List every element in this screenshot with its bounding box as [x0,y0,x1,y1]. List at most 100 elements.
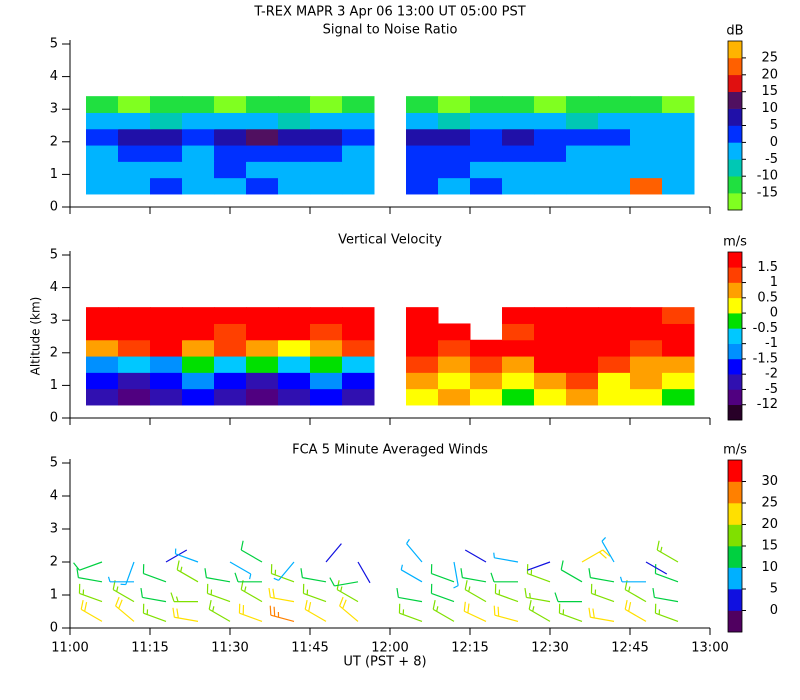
wind-barb [432,599,455,622]
wind-barb [588,607,615,622]
wind-barb [645,561,668,575]
heatmap-cell [630,339,663,357]
heatmap-cell [470,372,503,390]
wind-barb [273,561,295,581]
heatmap-cell [630,128,663,146]
wind-barb [339,596,359,622]
wind-barb [463,601,487,622]
y-tick-label: 4 [50,69,58,84]
heatmap-cell [86,356,119,373]
y-tick-label: 0 [50,621,58,636]
heatmap-cell [214,177,247,195]
heatmap-cell [502,372,535,390]
wind-barb [174,548,199,563]
x-tick-label: 12:00 [371,641,408,656]
heatmap-cell [630,307,663,324]
heatmap-cell [278,112,311,130]
heatmap-cell [406,128,439,146]
heatmap-cell [342,128,375,146]
wind-barb [528,599,551,622]
heatmap-cell [118,145,151,162]
heatmap-cell [438,128,471,146]
y-tick-label: 3 [50,313,58,328]
heatmap-cell [534,307,567,324]
heatmap-cell [406,112,439,130]
heatmap-cell [310,388,343,406]
colorbar-band [728,252,742,268]
y-tick-label: 4 [50,489,58,504]
x-tick-label: 12:15 [451,641,488,656]
heatmap-cell [86,96,119,113]
heatmap-cell [278,128,311,146]
heatmap-cell [566,388,599,406]
heatmap-cell [662,177,695,195]
colorbar-tick-label: -1.5 [753,351,778,366]
heatmap-cell [534,145,567,162]
heatmap-cell [246,177,279,195]
wind-barb [120,561,135,586]
colorbar-band [728,610,742,633]
heatmap-cell [630,96,663,113]
heatmap-cell [342,161,375,179]
heatmap-cell [214,323,247,341]
heatmap-cell [630,145,663,162]
heatmap-cell [566,96,599,113]
wind-barb [140,587,167,603]
heatmap-cell [310,96,343,113]
colorbar-band [728,546,742,568]
wind-barb [165,549,188,563]
colorbar-tick-label: 0 [770,135,778,150]
wind-barb [406,538,423,563]
heatmap-cell [598,128,631,146]
heatmap-cell [118,307,151,324]
x-tick-label: 11:30 [211,641,248,656]
heatmap-cell [150,323,183,341]
colorbar-band [728,41,742,59]
heatmap-cell [278,339,311,357]
heatmap-cell [86,372,119,390]
wind-barb [527,561,551,571]
heatmap-cell [502,323,535,341]
heatmap-cell [406,145,439,162]
wind-barb [302,583,327,603]
heatmap-cell [662,112,695,130]
y-tick-label: 1 [50,378,58,393]
heatmap-cell [534,323,567,341]
heatmap-cell [438,323,471,341]
colorbar-tick-label: -0.5 [753,321,778,336]
colorbar-band [728,358,742,375]
heatmap-cell [246,339,279,357]
y-tick-label: 5 [50,456,58,471]
colorbar-band [728,503,742,525]
heatmap-cell [662,323,695,341]
colorbar-tick-label: 20 [761,67,778,82]
colorbar-unit: dB [726,24,743,39]
y-axis-label: Altitude (km) [29,297,43,376]
heatmap-cell [470,339,503,357]
heatmap-cell [278,356,311,373]
heatmap-cell [182,307,215,324]
heatmap-cell [470,112,503,130]
heatmap-cell [150,112,183,130]
heatmap-cell [86,339,119,357]
heatmap-cell [598,307,631,324]
heatmap-cell [406,96,439,113]
heatmap-cell [118,372,151,390]
heatmap-cell [630,112,663,130]
heatmap-cell [502,339,535,357]
heatmap-cell [534,356,567,373]
heatmap-cell [566,323,599,341]
heatmap-cell [278,307,311,324]
heatmap-cell [182,128,215,146]
heatmap-cell [310,356,343,373]
colorbar-tick-label: 5 [770,582,778,597]
colorbar-band [728,389,742,406]
heatmap-cell [662,128,695,146]
colorbar-band [728,524,742,547]
heatmap-cell [630,323,663,341]
heatmap-cell [534,128,567,146]
wind-barb [78,583,103,603]
heatmap-cell [502,177,535,195]
heatmap-cell [150,161,183,179]
